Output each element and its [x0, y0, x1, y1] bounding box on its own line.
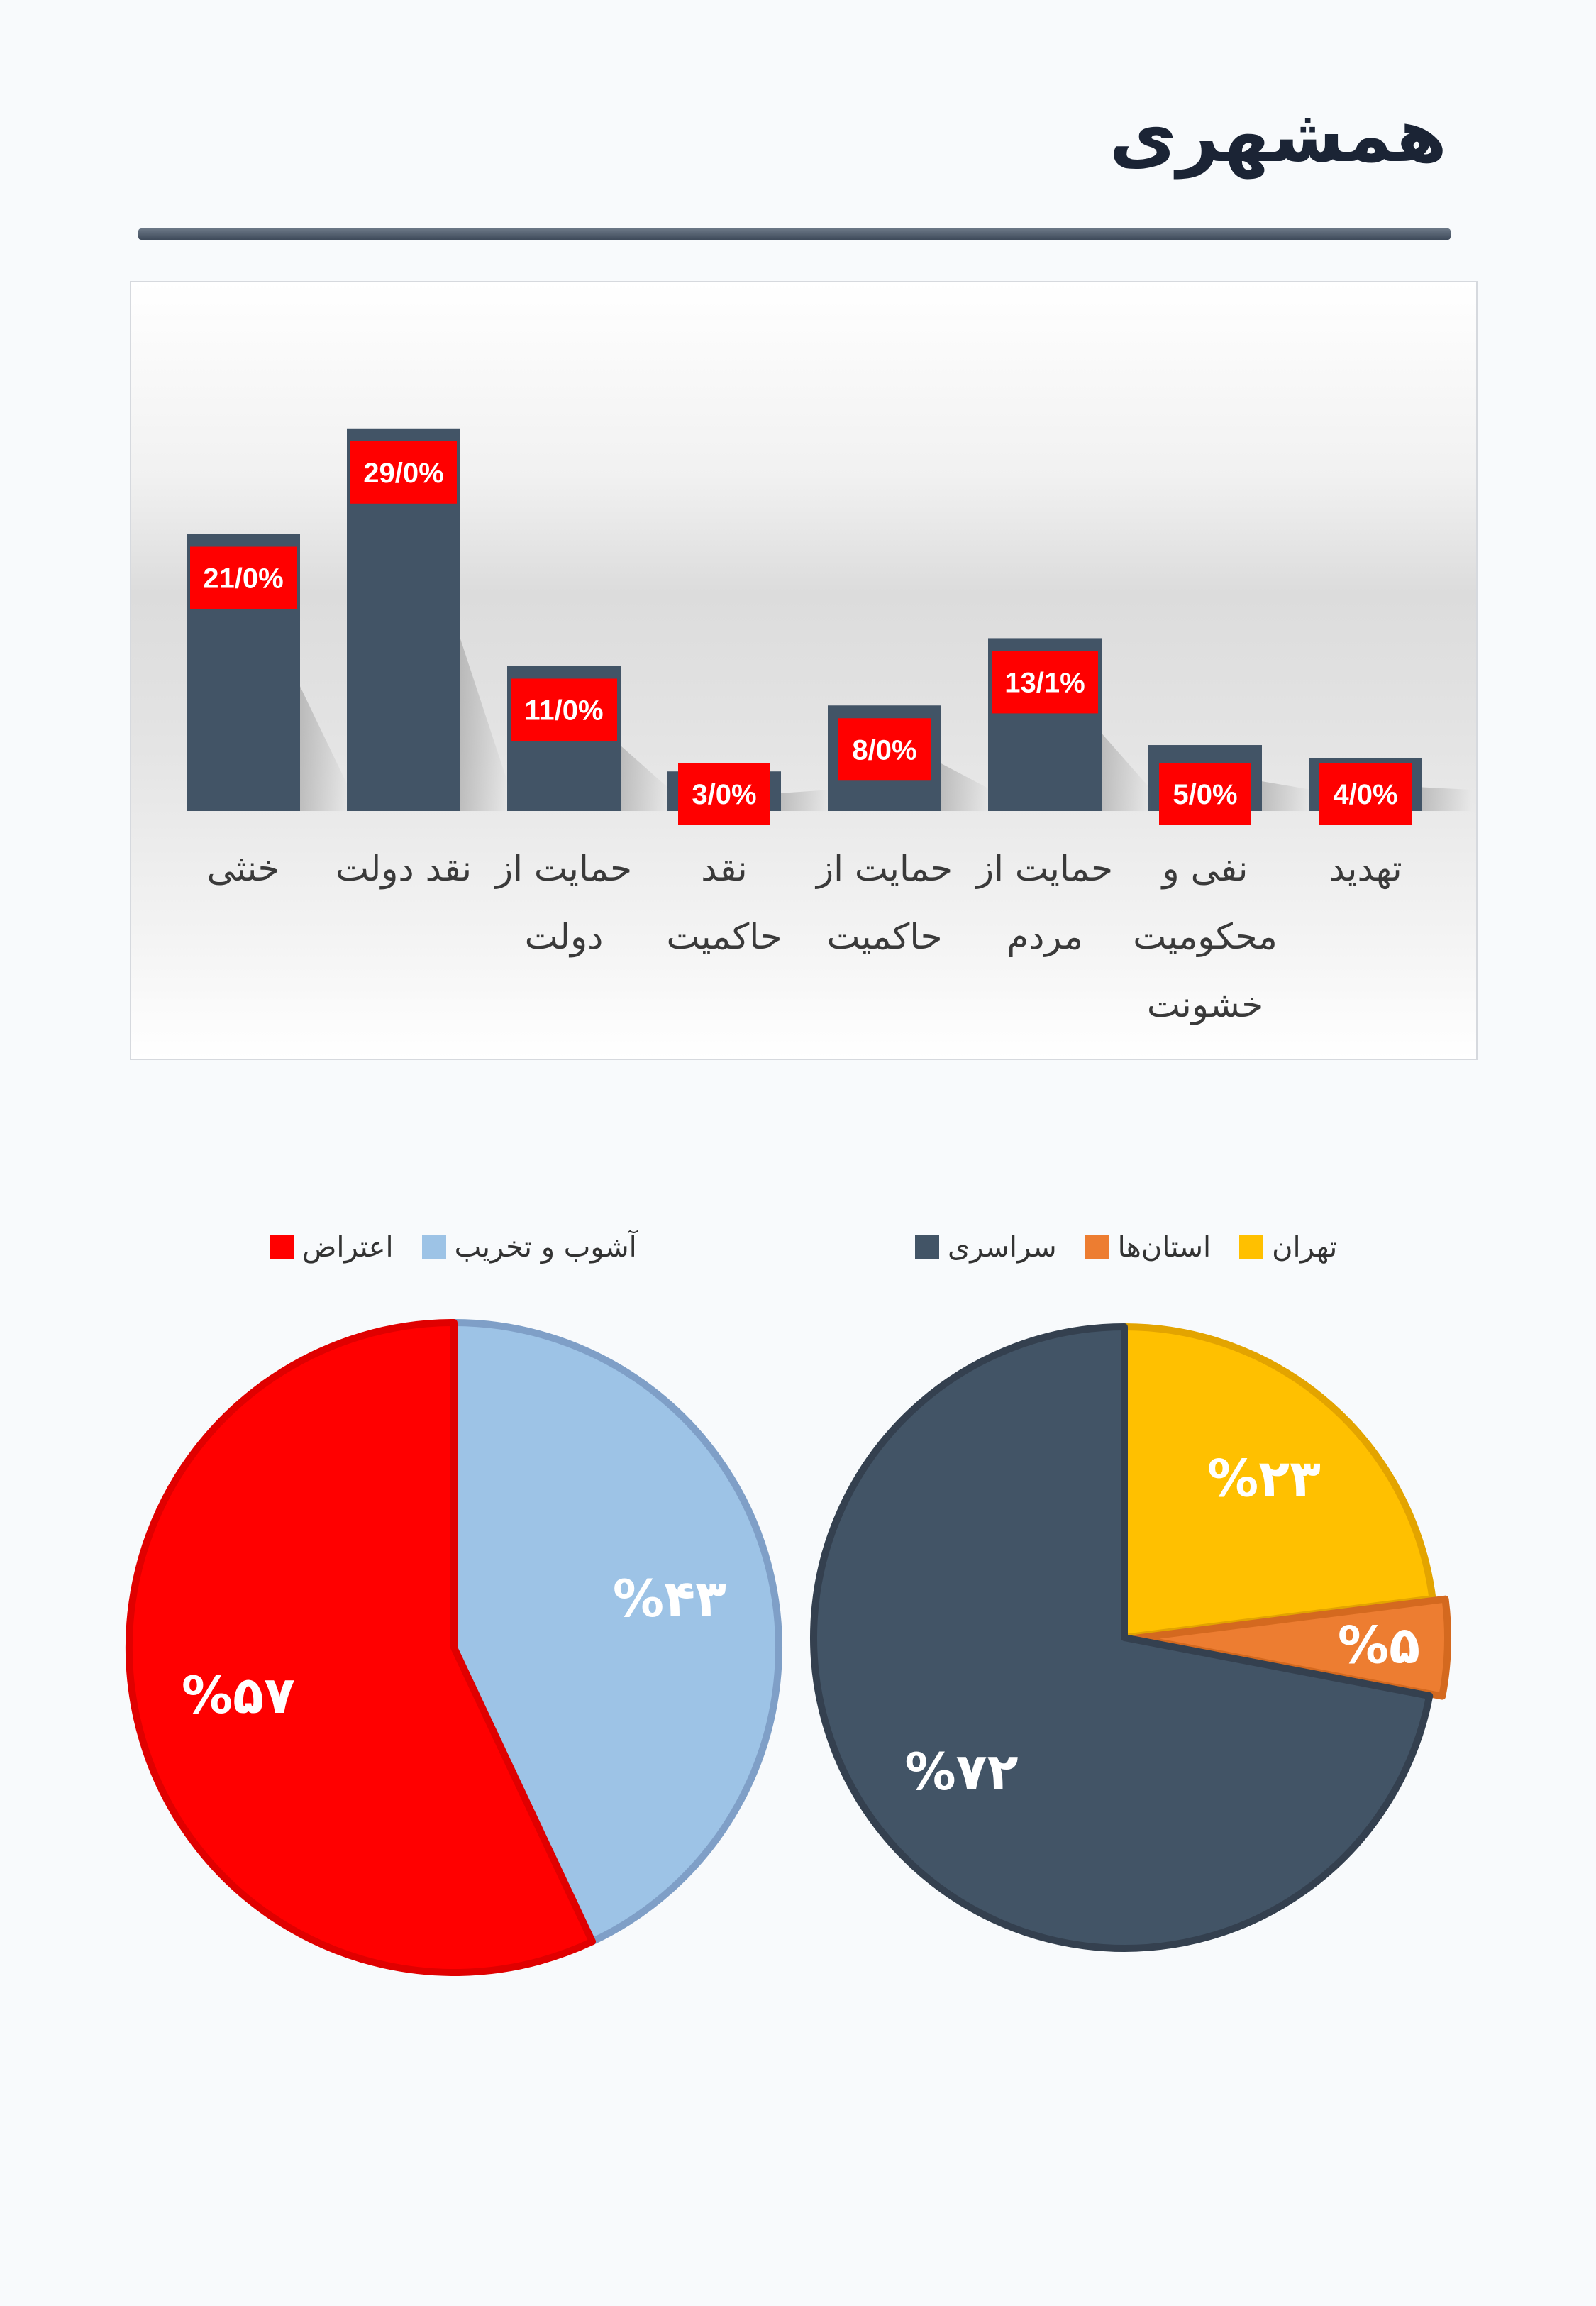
pie-slice — [450, 1319, 782, 1946]
bar-chart: 4/0% تهدید 5/0% نفی و محکومیت خشونت 13/1% حمایت… — [187, 428, 1472, 1025]
bar-shadow — [1422, 787, 1472, 811]
category-label: خشونت — [1147, 984, 1263, 1025]
data-label: 8/0% — [852, 734, 916, 766]
pie-slice — [1121, 1323, 1436, 1641]
data-label: 29/0% — [363, 458, 443, 489]
page-title: همشهری — [1109, 92, 1447, 179]
pie-slice-label: %۲۳ — [1207, 1449, 1321, 1508]
data-label: 3/0% — [692, 779, 756, 810]
bar-group: 13/1% — [988, 638, 1151, 811]
category-label: حاکمیت — [826, 916, 942, 957]
data-label-box — [511, 678, 617, 741]
data-label-box — [1159, 763, 1251, 825]
legend-label: آشوب و تخریب — [454, 1231, 637, 1264]
legend-label: سراسری — [948, 1231, 1057, 1264]
bar-group: 29/0% — [347, 428, 510, 811]
pie-slice-label: %۵۷ — [182, 1665, 295, 1725]
category-label: نقد دولت — [336, 848, 472, 890]
category-label: دولت — [525, 916, 604, 958]
bar-shadow — [621, 745, 670, 811]
bar-group: 11/0% — [507, 666, 670, 811]
bar-group: 21/0% — [187, 534, 350, 811]
legend-item: آشوب و تخریب — [421, 1231, 637, 1264]
data-label: 11/0% — [524, 695, 603, 726]
legend-item: تهران — [1239, 1231, 1337, 1264]
legend-swatch — [270, 1235, 294, 1259]
bar-shadow — [1262, 781, 1312, 811]
category-label: حمایت از — [494, 848, 632, 889]
pie-legend-left: اعتراض آشوب و تخریب — [270, 1226, 667, 1269]
legend-item: استان‌ها — [1085, 1231, 1212, 1264]
category-label: محکومیت — [1133, 916, 1277, 957]
category-label: خنثی — [207, 848, 280, 889]
bar-group: 5/0% — [1148, 745, 1312, 825]
legend-item: سراسری — [915, 1231, 1057, 1264]
pie-slice-label: %۷۲ — [904, 1742, 1018, 1802]
category-label: حمایت از — [975, 848, 1113, 889]
legend-label: تهران — [1272, 1231, 1338, 1264]
legend-swatch — [915, 1235, 939, 1259]
pie-slice — [810, 1323, 1434, 1952]
data-label-box — [190, 546, 297, 609]
pie-slice — [1133, 1595, 1451, 1700]
category-label: حمایت از — [814, 848, 953, 889]
bar-shadow — [300, 686, 350, 811]
bar-chart-panel: 4/0% تهدید 5/0% نفی و محکومیت خشونت 13/1% حمایت… — [130, 281, 1478, 1060]
pie-slice — [126, 1319, 597, 1976]
legend-label: اعتراض — [302, 1231, 394, 1264]
bar-shadow — [460, 639, 510, 811]
data-label-box — [1319, 763, 1412, 825]
bar-shadow — [941, 763, 991, 811]
title-divider — [138, 228, 1451, 240]
data-label-box — [992, 651, 1098, 714]
pie-chart-protest: %۴۳ %۵۷ — [126, 1319, 782, 1976]
legend-item: اعتراض — [270, 1231, 394, 1264]
pie-chart-scope: %۲۳ %۵ %۷۲ — [810, 1323, 1451, 1952]
pie-slice-label: %۵ — [1338, 1615, 1420, 1675]
pie-slice-label: %۴۳ — [613, 1569, 726, 1628]
category-label: حاکمیت — [666, 916, 782, 957]
data-label-box — [838, 718, 931, 781]
category-label: مردم — [1007, 916, 1083, 957]
legend-label: استان‌ها — [1117, 1231, 1212, 1264]
data-label: 21/0% — [203, 563, 283, 595]
category-label: تهدید — [1329, 848, 1402, 890]
category-label: نقد — [701, 848, 747, 889]
bar-group: 3/0% — [667, 763, 831, 825]
bar-shadow — [1102, 733, 1151, 811]
category-label: نفی و — [1160, 848, 1248, 890]
data-label: 5/0% — [1173, 779, 1237, 810]
bar-group: 8/0% — [828, 705, 991, 811]
pie-legend-right: سراسری استان‌ها تهران — [915, 1226, 1341, 1269]
data-label: 4/0% — [1333, 779, 1397, 810]
bar-shadow — [781, 790, 831, 811]
data-label: 13/1% — [1004, 667, 1085, 698]
data-label-box — [678, 763, 770, 825]
data-label-box — [350, 441, 457, 504]
bar-group: 4/0% — [1309, 758, 1472, 825]
legend-swatch — [421, 1235, 446, 1259]
legend-swatch — [1085, 1235, 1109, 1259]
legend-swatch — [1239, 1235, 1264, 1259]
